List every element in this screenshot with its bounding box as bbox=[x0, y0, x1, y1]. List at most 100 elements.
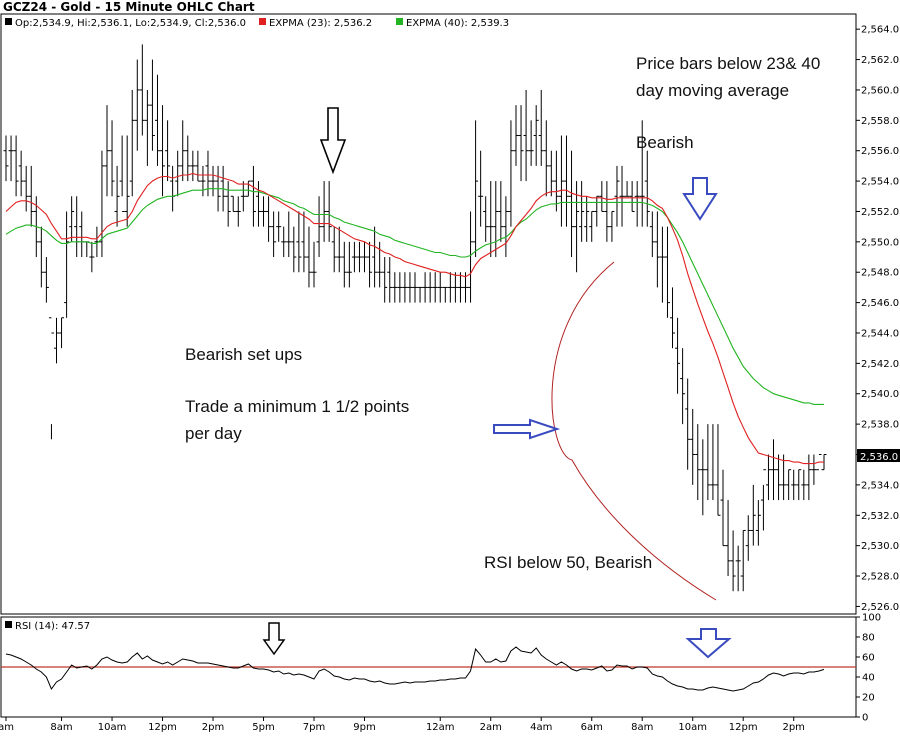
time-tick-label: 10am bbox=[678, 722, 707, 733]
price-tick-label: 2,548.0 bbox=[861, 268, 899, 279]
legend-ohlc-swatch bbox=[5, 18, 12, 25]
time-tick-label: 7pm bbox=[303, 722, 325, 733]
ohlc-bar bbox=[160, 105, 166, 197]
ohlc-bar bbox=[528, 120, 534, 166]
rsi-line bbox=[5, 646, 825, 692]
chart-title: GCZ24 - Gold - 15 Minute OHLC Chart bbox=[3, 0, 255, 14]
ohlc-bar bbox=[8, 135, 14, 182]
rsi-tick-label: 60 bbox=[862, 653, 875, 664]
ohlc-bar bbox=[326, 181, 332, 242]
ohlc-bar bbox=[129, 89, 135, 197]
price-panel bbox=[0, 13, 857, 615]
ohlc-bar bbox=[362, 241, 368, 273]
ohlc-bar bbox=[584, 196, 590, 242]
ohlc-bar bbox=[119, 135, 125, 212]
ohlc-bar bbox=[331, 226, 337, 273]
ohlc-bar bbox=[276, 211, 282, 242]
ohlc-bar bbox=[64, 211, 70, 318]
note-rsi-bearish: RSI below 50, Bearish bbox=[484, 553, 652, 572]
note-moving-average: day moving average bbox=[636, 81, 789, 100]
rsi-series bbox=[5, 646, 825, 692]
ohlc-bar bbox=[594, 195, 600, 227]
ohlc-bar bbox=[38, 226, 44, 288]
legend-ema40: EXPMA (40): 2,539.3 bbox=[406, 18, 509, 29]
ohlc-bar bbox=[109, 120, 115, 197]
price-tick-label: 2,534.0 bbox=[861, 480, 899, 491]
ohlc-bar bbox=[508, 120, 514, 227]
ohlc-bar bbox=[513, 105, 519, 166]
ohlc-bar bbox=[351, 241, 357, 273]
price-tick-label: 2,546.0 bbox=[861, 298, 899, 309]
price-tick-label: 2,558.0 bbox=[861, 116, 899, 127]
ohlc-bar bbox=[609, 210, 615, 242]
ohlc-bar bbox=[619, 165, 625, 227]
annotation-curve bbox=[551, 261, 717, 601]
time-tick-label: 5pm bbox=[252, 722, 274, 733]
ohlc-bar bbox=[523, 89, 529, 182]
ohlc-bar bbox=[473, 120, 479, 258]
ohlc-bar bbox=[402, 272, 408, 303]
legend-ohlc: Op:2,534.9, Hi:2,536.1, Lo:2,534.9, Cl:2… bbox=[15, 18, 246, 29]
time-axis: am 8am 10am 12pm 2pm 5pm 7pm 9pm 12am 2am 4am 6am 8a… bbox=[0, 717, 805, 733]
ohlc-bar bbox=[412, 272, 418, 303]
ohlc-bar bbox=[261, 196, 267, 227]
ohlc-bar bbox=[574, 181, 580, 273]
ohlc-bar bbox=[765, 454, 771, 501]
ohlc-bar bbox=[210, 165, 216, 197]
ohlc-bar bbox=[154, 74, 160, 166]
ohlc-bar bbox=[776, 454, 782, 501]
ohlc-bar bbox=[195, 150, 201, 182]
legend-rsi: RSI (14): 47.57 bbox=[15, 621, 90, 632]
ohlc-bar bbox=[185, 135, 191, 182]
ohlc-bar bbox=[356, 241, 362, 273]
ohlc-bar bbox=[18, 150, 24, 197]
ohlc-bar bbox=[690, 408, 696, 485]
note-price-bars: Price bars below 23& 40 bbox=[636, 54, 820, 73]
ohlc-bar bbox=[114, 165, 120, 227]
ohlc-bar bbox=[311, 241, 317, 288]
ohlc-bar bbox=[730, 530, 736, 592]
time-tick-label: 8am bbox=[631, 722, 653, 733]
ohlc-bar bbox=[543, 120, 549, 197]
ema40-line bbox=[5, 188, 824, 405]
time-tick-label: 12pm bbox=[729, 722, 758, 733]
ohlc-bar bbox=[599, 181, 605, 212]
ohlc-bar bbox=[680, 348, 686, 425]
ohlc-bar bbox=[59, 317, 65, 349]
ohlc-bar bbox=[230, 195, 236, 212]
legend-ema40-swatch bbox=[396, 18, 403, 25]
rsi-tick-label: 100 bbox=[862, 613, 881, 624]
price-tick-label: 2,552.0 bbox=[861, 207, 899, 218]
blue-right-arrow-icon bbox=[493, 418, 561, 440]
ohlc-bar bbox=[134, 59, 140, 151]
ohlc-bar bbox=[180, 120, 186, 182]
black-down-arrow-icon bbox=[319, 107, 347, 175]
ohlc-bar bbox=[478, 150, 484, 227]
ohlc-bar bbox=[124, 135, 130, 227]
ohlc-bar bbox=[705, 424, 711, 501]
ohlc-bar bbox=[558, 135, 564, 227]
ohlc-bar bbox=[725, 500, 731, 577]
ohlc-bar bbox=[437, 272, 443, 303]
price-tick-label: 2,542.0 bbox=[861, 359, 899, 370]
ohlc-bar bbox=[670, 287, 676, 349]
rsi-tick-label: 0 bbox=[862, 713, 868, 724]
ohlc-bar bbox=[89, 241, 95, 273]
price-tick-label: 2,540.0 bbox=[861, 389, 899, 400]
legend-rsi-swatch bbox=[5, 621, 12, 628]
ohlc-bar bbox=[634, 181, 640, 227]
ohlc-bar bbox=[806, 454, 812, 501]
ohlc-bar bbox=[498, 181, 504, 242]
ohlc-bar bbox=[442, 286, 448, 303]
time-tick-label: 10am bbox=[98, 722, 127, 733]
ohlc-bar bbox=[720, 469, 726, 547]
ohlc-bar bbox=[493, 181, 499, 258]
rsi-axis: 100 80 60 40 20 0 bbox=[1, 613, 881, 724]
ohlc-bar bbox=[786, 469, 792, 501]
ohlc-bar bbox=[781, 454, 787, 501]
ohlc-bar bbox=[579, 181, 585, 242]
time-tick-label: 4am bbox=[530, 722, 552, 733]
ohlc-bar bbox=[715, 424, 721, 516]
ohlc-bar bbox=[316, 196, 322, 258]
ohlc-bar bbox=[422, 272, 428, 303]
